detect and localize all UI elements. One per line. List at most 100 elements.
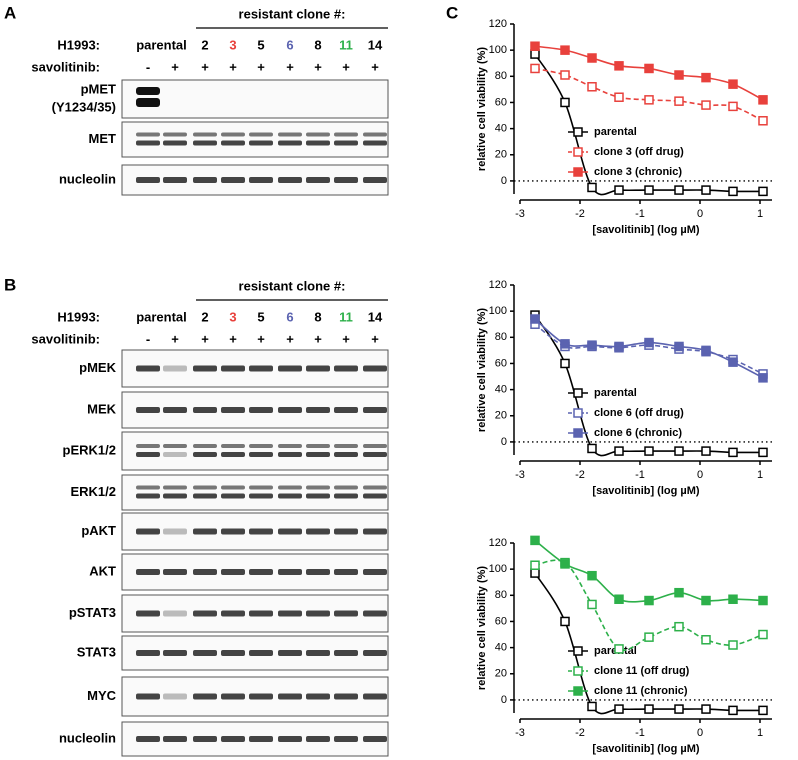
data-point: [587, 53, 597, 63]
blot-label: pAKT: [81, 523, 116, 538]
band: [278, 610, 302, 617]
lane-label: 11: [339, 309, 353, 324]
x-tick-label: -1: [635, 208, 645, 220]
data-point: [560, 97, 570, 108]
band: [193, 407, 217, 413]
band: [334, 610, 358, 617]
data-point: [644, 446, 654, 456]
treatment-sign: +: [229, 331, 237, 346]
x-axis-label: [savolitinib] (log µM): [592, 224, 699, 236]
lane-label: parental: [136, 37, 187, 52]
band: [334, 485, 358, 490]
band: [306, 610, 330, 617]
band: [136, 452, 160, 457]
data-point: [758, 595, 768, 606]
data-point: [701, 595, 711, 606]
y-tick-label: 120: [489, 279, 507, 291]
data-point: [644, 95, 654, 105]
band: [363, 177, 387, 183]
band: [278, 693, 302, 700]
treatment-sign: +: [342, 331, 350, 346]
legend-marker: [573, 167, 583, 177]
data-point: [644, 185, 654, 195]
band: [163, 693, 187, 700]
data-point: [614, 644, 624, 654]
x-tick-label: -2: [575, 727, 585, 739]
band: [334, 132, 358, 137]
legend-label: clone 11 (chronic): [594, 685, 688, 697]
band: [306, 365, 330, 372]
y-tick-label: 120: [489, 537, 507, 549]
blot-header: resistant clone #:: [239, 278, 346, 293]
blot-header: resistant clone #:: [239, 6, 346, 21]
legend-marker: [573, 646, 583, 656]
band: [163, 485, 187, 490]
band: [306, 132, 330, 137]
data-point: [758, 629, 768, 640]
band: [163, 650, 187, 656]
band: [249, 365, 273, 372]
data-point: [701, 72, 711, 83]
blot-label: nucleolin: [59, 171, 116, 186]
band: [363, 650, 387, 656]
band: [306, 528, 330, 535]
data-point: [758, 95, 768, 105]
band: [363, 693, 387, 700]
x-axis-label: [savolitinib] (log µM): [592, 485, 699, 497]
blot-frame: [121, 79, 389, 119]
data-point: [614, 341, 624, 352]
band: [163, 444, 187, 448]
band: [163, 452, 187, 457]
treatment-sign: -: [146, 59, 150, 74]
data-point: [758, 705, 768, 716]
x-tick-label: -1: [635, 469, 645, 481]
band: [136, 736, 160, 742]
legend-marker: [573, 666, 583, 676]
band: [278, 140, 302, 146]
band: [193, 132, 217, 137]
data-point: [701, 345, 711, 356]
y-tick-label: 40: [495, 123, 507, 135]
fit-curve: [534, 67, 764, 122]
band: [163, 736, 187, 742]
band: [278, 452, 302, 457]
lane-label: 5: [257, 309, 264, 324]
y-axis-label: relative cell viability (%): [476, 308, 488, 432]
band: [334, 736, 358, 742]
data-point: [614, 185, 624, 195]
band: [193, 569, 217, 575]
band: [306, 493, 330, 499]
band: [306, 177, 330, 183]
band: [363, 407, 387, 413]
data-point: [728, 101, 738, 112]
y-tick-label: 0: [501, 175, 507, 187]
band: [193, 177, 217, 183]
band: [278, 485, 302, 490]
band: [136, 444, 160, 448]
band: [249, 693, 273, 700]
band: [221, 177, 245, 183]
data-point: [644, 632, 654, 642]
band: [306, 407, 330, 413]
lane-label: 3: [229, 37, 236, 52]
legend-marker: [573, 428, 583, 438]
legend-label: parental: [594, 126, 637, 138]
band: [278, 528, 302, 535]
band: [363, 140, 387, 146]
fit-curve: [534, 539, 764, 603]
data-point: [758, 447, 768, 458]
band: [193, 650, 217, 656]
legend-label: parental: [594, 387, 637, 399]
band: [306, 452, 330, 457]
treatment-sign: +: [314, 59, 322, 74]
data-point: [728, 594, 738, 604]
band: [334, 650, 358, 656]
band: [221, 610, 245, 617]
lane-label: 6: [286, 37, 293, 52]
x-tick-label: -1: [635, 727, 645, 739]
data-point: [560, 339, 570, 349]
data-point: [701, 446, 711, 456]
y-tick-label: 100: [489, 563, 507, 575]
band: [249, 569, 273, 575]
band: [193, 693, 217, 700]
